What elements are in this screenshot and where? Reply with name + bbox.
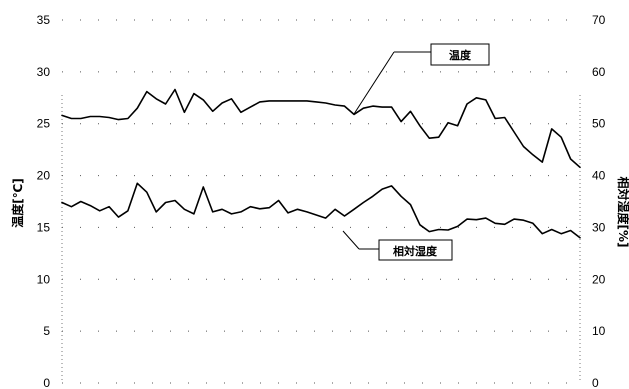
right-tick-label: 30 [592,220,606,234]
temperature-callout: 温度 [353,43,490,115]
temperature-callout-box [430,43,490,66]
right-axis-label: 相対湿度[%] [616,177,629,248]
right-axis-ticks: 0 10 20 30 40 50 60 70 [592,13,606,389]
temperature-series-line [61,88,581,169]
humidity-callout-leader [342,230,360,250]
right-tick-label: 40 [592,169,606,183]
right-tick-label: 50 [592,117,606,131]
left-tick-label: 25 [37,117,51,131]
left-tick-label: 5 [43,324,50,338]
right-tick-label: 10 [592,324,606,338]
temperature-callout-leader [353,51,395,115]
right-tick-label: 0 [592,376,599,389]
humidity-callout-box [378,239,453,261]
right-tick-label: 20 [592,272,606,286]
left-tick-label: 30 [37,65,51,79]
right-tick-label: 70 [592,13,606,27]
series-lines [61,88,581,239]
temperature-callout-label: 温度 [449,48,472,62]
left-tick-label: 10 [37,272,51,286]
left-tick-label: 20 [37,169,51,183]
left-tick-label: 15 [37,220,51,234]
humidity-callout-label: 相対湿度 [393,244,438,258]
humidity-series-line [61,182,581,239]
right-tick-label: 60 [592,65,606,79]
gridlines [61,19,581,384]
left-axis-label: 温度[℃] [10,178,25,228]
left-axis-ticks: 0 5 10 15 20 25 30 35 [37,13,51,389]
left-tick-label: 0 [43,376,50,389]
left-tick-label: 35 [37,13,51,27]
humidity-callout: 相対湿度 [342,230,453,261]
